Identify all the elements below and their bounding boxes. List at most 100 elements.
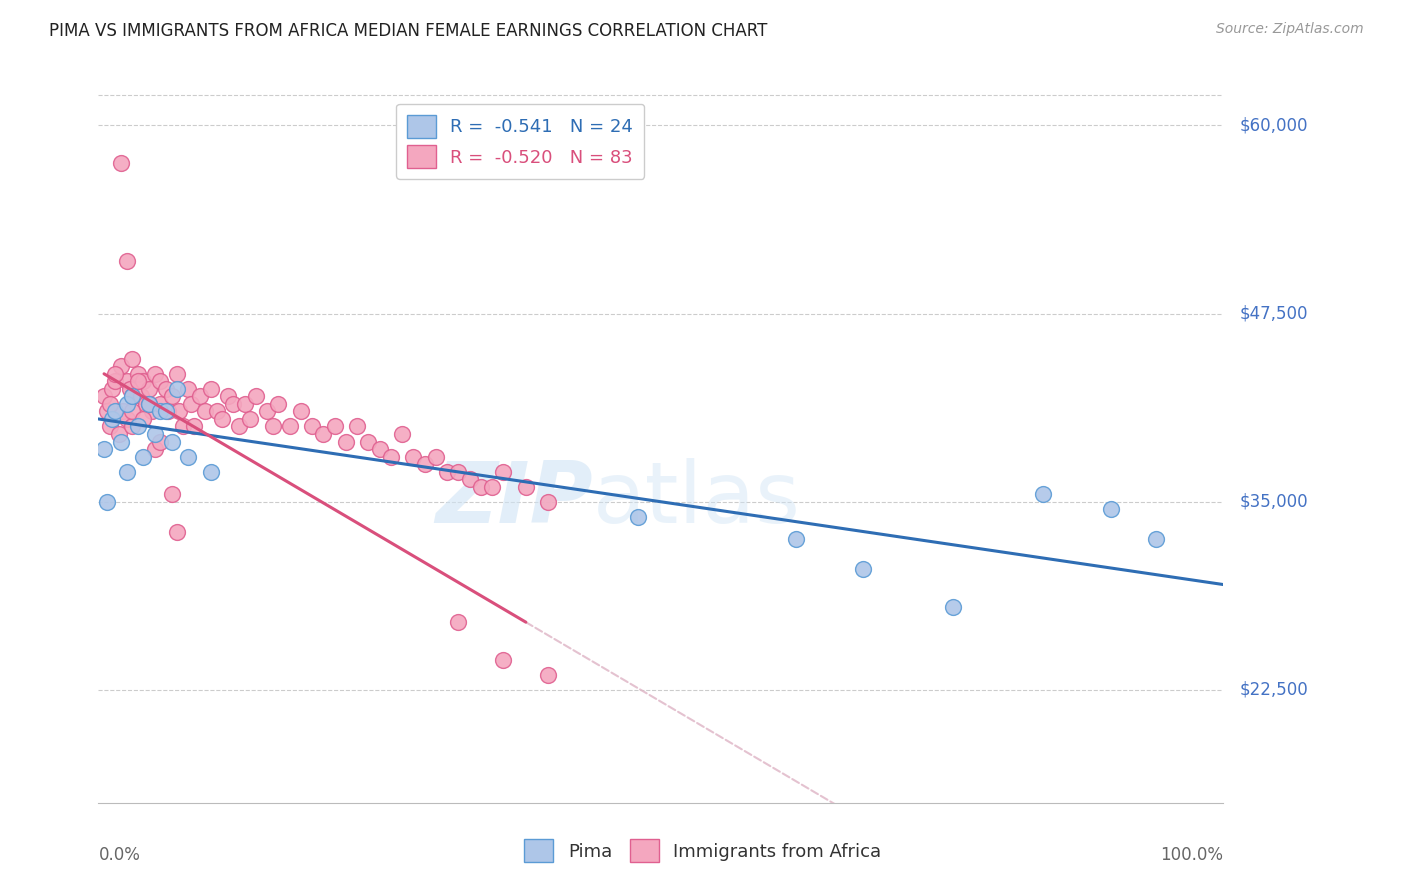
Point: [132, 450, 155, 464]
Point: [138, 382, 160, 396]
Point: [101, 412, 124, 426]
Point: [537, 668, 560, 682]
Text: Source: ZipAtlas.com: Source: ZipAtlas.com: [1216, 22, 1364, 37]
Point: [205, 404, 228, 418]
Point: [143, 427, 166, 442]
Point: [413, 457, 436, 471]
Point: [515, 480, 537, 494]
Point: [155, 382, 177, 396]
Point: [942, 600, 965, 615]
Point: [537, 494, 560, 508]
Legend: R =  -0.541   N = 24, R =  -0.520   N = 83: R = -0.541 N = 24, R = -0.520 N = 83: [396, 103, 644, 179]
Point: [149, 404, 172, 418]
Point: [301, 419, 323, 434]
Point: [157, 404, 180, 418]
Text: atlas: atlas: [593, 458, 801, 541]
Point: [104, 375, 127, 389]
Point: [121, 389, 143, 403]
Point: [357, 434, 380, 449]
Point: [149, 397, 172, 411]
Point: [380, 450, 402, 464]
Point: [135, 397, 157, 411]
Point: [1032, 487, 1054, 501]
Point: [110, 359, 132, 374]
Point: [368, 442, 391, 456]
Point: [166, 367, 188, 381]
Point: [155, 404, 177, 418]
Point: [447, 615, 470, 630]
Point: [118, 382, 141, 396]
Point: [245, 389, 267, 403]
Point: [98, 397, 121, 411]
Point: [470, 480, 492, 494]
Point: [93, 389, 115, 403]
Point: [141, 404, 163, 418]
Point: [262, 419, 284, 434]
Point: [127, 367, 149, 381]
Point: [228, 419, 250, 434]
Point: [180, 397, 202, 411]
Point: [166, 524, 188, 539]
Point: [138, 397, 160, 411]
Point: [110, 434, 132, 449]
Text: $22,500: $22,500: [1240, 681, 1309, 699]
Legend: Pima, Immigrants from Africa: Pima, Immigrants from Africa: [517, 832, 889, 870]
Point: [1099, 502, 1122, 516]
Text: 0.0%: 0.0%: [98, 847, 141, 864]
Text: PIMA VS IMMIGRANTS FROM AFRICA MEDIAN FEMALE EARNINGS CORRELATION CHART: PIMA VS IMMIGRANTS FROM AFRICA MEDIAN FE…: [49, 22, 768, 40]
Point: [121, 419, 143, 434]
Point: [200, 465, 222, 479]
Point: [256, 404, 278, 418]
Point: [143, 442, 166, 456]
Point: [346, 419, 368, 434]
Point: [222, 397, 245, 411]
Point: [121, 389, 143, 403]
Point: [115, 465, 138, 479]
Point: [129, 389, 152, 403]
Point: [278, 419, 301, 434]
Point: [481, 480, 503, 494]
Point: [93, 442, 115, 456]
Point: [391, 427, 413, 442]
Point: [447, 465, 470, 479]
Point: [172, 419, 194, 434]
Point: [132, 412, 155, 426]
Point: [107, 427, 129, 442]
Point: [233, 397, 256, 411]
Text: $60,000: $60,000: [1240, 117, 1309, 135]
Point: [458, 472, 481, 486]
Text: $35,000: $35,000: [1240, 492, 1309, 511]
Point: [188, 389, 211, 403]
Point: [115, 253, 138, 268]
Point: [96, 404, 118, 418]
Point: [166, 382, 188, 396]
Point: [149, 375, 172, 389]
Point: [402, 450, 425, 464]
Point: [121, 404, 143, 418]
Point: [211, 412, 233, 426]
Point: [290, 404, 312, 418]
Point: [104, 367, 127, 381]
Point: [112, 404, 135, 418]
Point: [121, 351, 143, 366]
Point: [127, 375, 149, 389]
Point: [104, 404, 127, 418]
Point: [149, 434, 172, 449]
Point: [138, 397, 160, 411]
Point: [492, 465, 515, 479]
Point: [96, 494, 118, 508]
Point: [132, 375, 155, 389]
Point: [115, 397, 138, 411]
Point: [335, 434, 357, 449]
Point: [177, 382, 200, 396]
Point: [239, 412, 262, 426]
Point: [425, 450, 447, 464]
Point: [1144, 533, 1167, 547]
Point: [177, 450, 200, 464]
Point: [160, 487, 183, 501]
Point: [110, 156, 132, 170]
Point: [101, 382, 124, 396]
Point: [115, 412, 138, 426]
Point: [98, 419, 121, 434]
Point: [492, 653, 515, 667]
